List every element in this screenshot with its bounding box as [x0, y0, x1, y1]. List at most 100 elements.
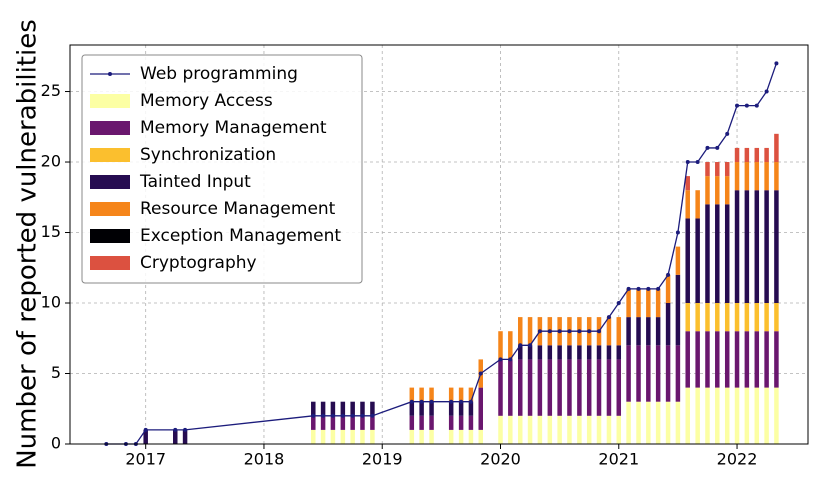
- bar-segment: [596, 345, 602, 360]
- bar-segment: [626, 345, 631, 402]
- bar-segment: [429, 401, 434, 416]
- line-point: [577, 329, 582, 334]
- legend-swatch: [90, 94, 130, 108]
- x-tick-label: 2021: [598, 450, 639, 469]
- line-point: [409, 399, 414, 404]
- bar-segment: [458, 401, 464, 416]
- bar-segment: [606, 415, 612, 444]
- bar-segment: [724, 331, 730, 388]
- legend-marker: [108, 72, 112, 76]
- bar-segment: [646, 345, 651, 402]
- bar-segment: [360, 429, 365, 444]
- legend-swatch: [90, 148, 130, 162]
- bar-segment: [458, 415, 464, 430]
- x-tick-label: 2020: [480, 450, 521, 469]
- legend-label: Memory Access: [140, 91, 273, 111]
- bar-segment: [754, 387, 760, 444]
- bar-segment: [409, 387, 415, 402]
- bar-segment: [429, 415, 434, 430]
- bar-segment: [724, 387, 730, 444]
- bar-segment: [320, 429, 326, 444]
- line-point: [449, 399, 454, 404]
- line-point: [537, 329, 542, 334]
- bar-segment: [744, 147, 750, 163]
- line-point: [567, 329, 572, 334]
- legend-label: Cryptography: [140, 253, 257, 273]
- bar-segment: [577, 415, 582, 444]
- bar-segment: [655, 345, 661, 402]
- plot-frame: [69, 44, 809, 445]
- bar-segment: [340, 429, 346, 444]
- legend-label: Resource Management: [140, 199, 336, 219]
- line-point: [528, 343, 533, 348]
- bar-segment: [468, 429, 474, 444]
- line-point: [616, 301, 621, 306]
- bar-segment: [665, 345, 671, 402]
- line-point: [547, 329, 552, 334]
- legend-swatch: [90, 121, 130, 135]
- bar-segment: [616, 345, 622, 360]
- bar-segment: [330, 415, 336, 430]
- bar-segment: [182, 429, 188, 444]
- bar-segment: [764, 190, 769, 304]
- bar-segment: [409, 401, 415, 416]
- bar-segment: [685, 218, 690, 304]
- bar-segment: [685, 303, 690, 332]
- line-point: [646, 286, 651, 291]
- line-point: [429, 399, 434, 404]
- bar-segment: [360, 415, 365, 430]
- bar-segment: [724, 204, 730, 304]
- bar-segment: [468, 401, 474, 416]
- bar-segment: [311, 415, 316, 430]
- x-tick-label: 2018: [244, 450, 285, 469]
- line-point: [754, 103, 759, 108]
- y-tick-label: 0: [51, 434, 61, 453]
- bar-segment: [695, 190, 700, 219]
- bar-segment: [754, 162, 760, 191]
- line-point: [321, 413, 326, 418]
- legend-label: Synchronization: [140, 145, 276, 165]
- bar-segment: [448, 429, 454, 444]
- bar-segment: [675, 246, 681, 275]
- bar-segment: [685, 387, 690, 444]
- bar-segment: [695, 331, 700, 388]
- bar-segment: [448, 401, 454, 416]
- bar-segment: [518, 359, 523, 416]
- bar-segment: [764, 303, 769, 332]
- line-point: [685, 160, 690, 165]
- bar-segment: [320, 401, 326, 416]
- bar-segment: [586, 415, 592, 444]
- bar-segment: [330, 429, 336, 444]
- bar-segment: [754, 331, 760, 388]
- bar-segment: [547, 415, 553, 444]
- bar-segment: [734, 303, 740, 332]
- x-tick-label: 2019: [362, 450, 403, 469]
- bar-segment: [715, 162, 720, 177]
- line-point: [715, 145, 720, 150]
- bar-segment: [685, 176, 690, 191]
- legend: Web programming Memory Access Memory Manag…: [81, 54, 363, 284]
- bar-segment: [626, 317, 631, 346]
- bar-segment: [734, 190, 740, 304]
- bar-segment: [705, 204, 710, 304]
- bar-segment: [537, 415, 543, 444]
- bar-segment: [458, 429, 464, 444]
- legend-swatch: [90, 175, 130, 189]
- bar-segment: [675, 401, 681, 444]
- line-point: [478, 371, 483, 376]
- bar-segment: [370, 415, 375, 430]
- bar-segment: [557, 359, 562, 416]
- legend-label: Web programming: [140, 64, 298, 84]
- bar-segment: [527, 359, 533, 416]
- line-point: [656, 286, 661, 291]
- bar-segment: [744, 331, 750, 388]
- bar-segment: [518, 317, 523, 346]
- y-tick-label: 25: [41, 81, 61, 100]
- bar-segment: [557, 345, 562, 360]
- x-tick-label: 2022: [717, 450, 758, 469]
- bar-segment: [448, 387, 454, 402]
- bar-segment: [429, 429, 434, 444]
- legend-label: Tainted Input: [139, 172, 251, 192]
- line-point: [370, 413, 375, 418]
